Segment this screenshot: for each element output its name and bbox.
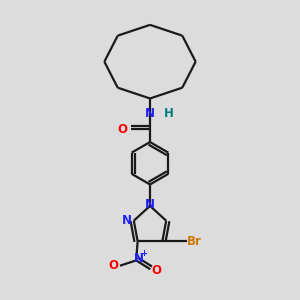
Text: N: N [122,214,132,227]
Text: Br: Br [186,235,201,248]
Text: N: N [145,198,155,211]
Text: +: + [140,249,147,258]
Text: N: N [145,107,155,120]
Text: N: N [134,252,143,265]
Text: O: O [109,259,118,272]
Text: H: H [164,107,174,120]
Text: O: O [118,123,128,136]
Text: O: O [152,264,162,277]
